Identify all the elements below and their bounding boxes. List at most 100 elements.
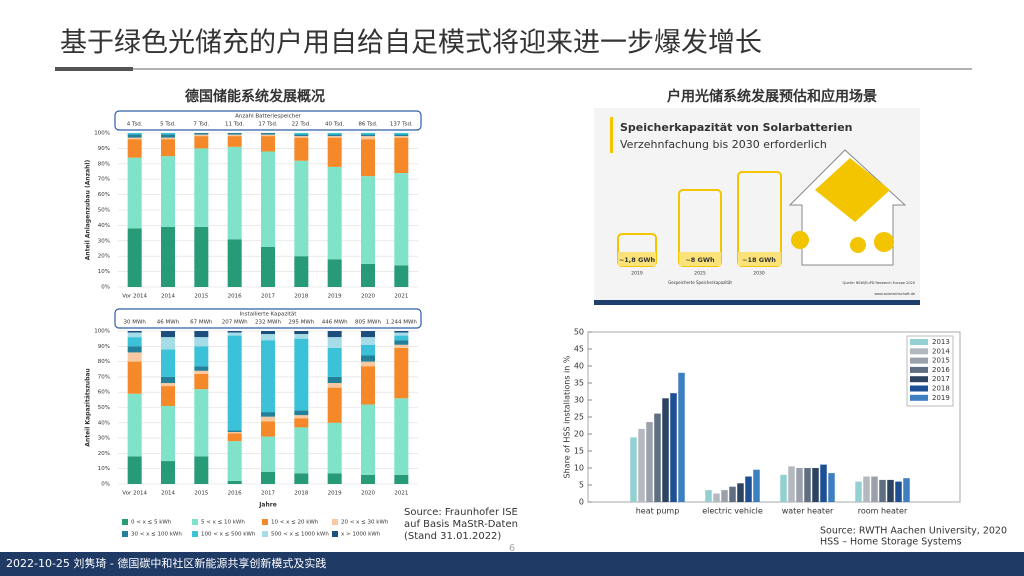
annotation: 86 Tsd. xyxy=(358,122,378,128)
bar-segment xyxy=(227,134,242,137)
x-tick-label: water heater xyxy=(782,507,834,516)
bar-segment xyxy=(361,139,375,177)
bar-segment xyxy=(294,415,309,419)
bar xyxy=(903,478,910,502)
bar-segment xyxy=(394,173,409,266)
solar-picture: Speicherkapazität von Solarbatterien Ver… xyxy=(594,108,920,305)
tree xyxy=(850,237,866,253)
picture-title: Speicherkapazität von Solarbatterien xyxy=(620,121,853,134)
bar-segment xyxy=(394,474,409,484)
bar-segment xyxy=(261,471,275,484)
x-tick-label: 2015 xyxy=(194,491,208,497)
x-tick-label: 2016 xyxy=(228,491,242,497)
bar xyxy=(654,413,661,502)
bar-segment xyxy=(127,456,142,484)
bar-segment xyxy=(394,340,409,345)
bar-segment xyxy=(261,136,275,152)
bar-segment xyxy=(127,134,142,138)
bar-segment xyxy=(294,418,309,428)
bar-segment xyxy=(227,332,242,336)
bar-segment xyxy=(327,383,342,388)
battery-year: 2030 xyxy=(753,271,765,277)
bar-segment xyxy=(294,160,309,257)
legend-label: 2016 xyxy=(932,366,950,374)
bar-segment xyxy=(261,416,275,422)
x-tick-label: 2020 xyxy=(361,491,375,497)
bar-segment xyxy=(361,474,375,484)
annotation: 7 Tsd. xyxy=(193,122,209,128)
legend-label: 0 < x ≤ 5 kWh xyxy=(131,520,172,526)
battery-year: 2019 xyxy=(631,271,643,277)
legend-swatch xyxy=(122,531,128,537)
y-tick-label: 60% xyxy=(98,192,110,198)
bar xyxy=(820,464,827,502)
bar-segment xyxy=(127,157,142,229)
tree xyxy=(791,231,809,249)
bar-segment xyxy=(361,176,375,264)
x-axis-label: Jahre xyxy=(258,502,277,509)
annotation: 5 Tsd. xyxy=(160,122,176,128)
picture-website: www.solarwirtschaft.de xyxy=(874,292,915,296)
bar-segment xyxy=(361,404,375,475)
legend-swatch xyxy=(910,357,928,364)
bar xyxy=(630,437,637,502)
battery-label: ~8 GWh xyxy=(685,256,715,264)
annotation: 40 Tsd. xyxy=(325,122,345,128)
legend-swatch xyxy=(910,366,928,373)
picture-source: Quelle: BSW/EuPD Research Europe 2020 xyxy=(842,281,915,285)
bar-segment xyxy=(327,473,342,484)
bar-segment xyxy=(394,398,409,475)
bar-segment xyxy=(394,136,409,138)
bar-segment xyxy=(194,456,209,484)
bar xyxy=(705,490,712,502)
legend-label: 100 < x ≤ 500 kWh xyxy=(201,532,256,538)
bar-segment xyxy=(227,430,242,432)
y-tick-label: 30 xyxy=(574,396,584,405)
annotation: 805 MWh xyxy=(355,320,381,326)
bar-segment xyxy=(227,136,242,147)
legend-swatch xyxy=(910,394,928,401)
y-tick-label: 30% xyxy=(98,436,110,442)
bar-segment xyxy=(227,133,242,135)
annotation: 4 Tsd. xyxy=(127,122,143,128)
legend-label: 2015 xyxy=(932,357,950,365)
legend-swatch xyxy=(192,519,198,525)
y-tick-label: 100% xyxy=(94,131,110,137)
bar-segment xyxy=(394,344,409,348)
x-tick-label: 2016 xyxy=(228,294,242,300)
bar-segment xyxy=(394,347,409,399)
tree xyxy=(874,232,894,252)
y-tick-label: 10% xyxy=(98,269,110,275)
battery-fill xyxy=(679,252,721,266)
x-tick-label: electric vehicle xyxy=(702,507,763,516)
bar xyxy=(812,468,819,502)
bar-segment xyxy=(361,361,375,367)
left-heading: 德国储能系统发展概况 xyxy=(185,88,325,105)
annotation: 207 MWh xyxy=(222,320,248,326)
bar-segment xyxy=(161,383,175,387)
bar-segment xyxy=(161,461,175,484)
bar xyxy=(678,372,685,502)
bar-segment xyxy=(294,334,309,339)
bar xyxy=(855,481,862,502)
bar-segment xyxy=(394,137,409,174)
bar-segment xyxy=(161,331,175,338)
bar-segment xyxy=(194,226,209,287)
battery-label: ~18 GWh xyxy=(742,256,776,264)
legend-label: 10 < x ≤ 20 kWh xyxy=(271,520,319,526)
bar-segment xyxy=(361,263,375,287)
bar-segment xyxy=(127,332,142,338)
bar-segment xyxy=(127,331,142,333)
y-tick-label: 20 xyxy=(574,430,584,439)
title-accent xyxy=(55,67,133,71)
source-line: (Stand 31.01.2022) xyxy=(404,531,501,542)
y-tick-label: 90% xyxy=(98,344,110,350)
y-tick-label: 70% xyxy=(98,177,110,183)
bar-segment xyxy=(327,137,342,167)
bar-segment xyxy=(361,344,375,356)
y-tick-label: 35 xyxy=(574,379,584,388)
right-heading: 户用光储系统发展预估和应用场景 xyxy=(667,88,877,105)
y-tick-label: 60% xyxy=(98,390,110,396)
bar-segment xyxy=(261,133,275,135)
